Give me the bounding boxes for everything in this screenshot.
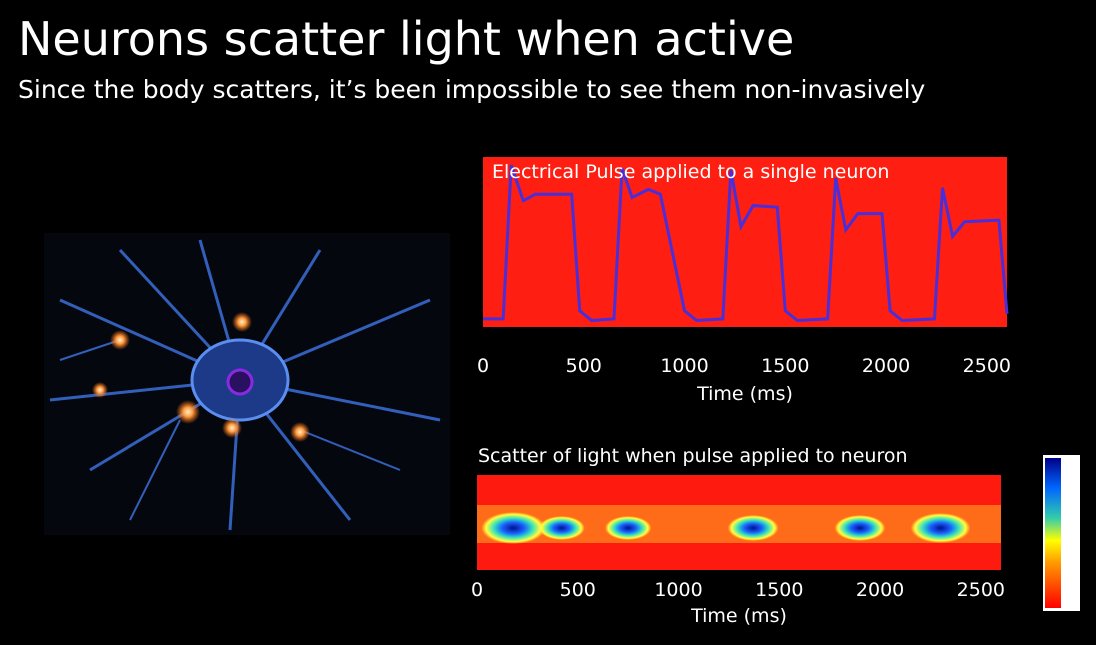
plot-area	[483, 157, 1007, 327]
x-tick-label: 0	[471, 579, 483, 601]
x-tick-label: 500	[566, 355, 602, 377]
chart-title: Electrical Pulse applied to a single neu…	[492, 161, 889, 183]
chart-title: Scatter of light when pulse applied to n…	[478, 445, 908, 467]
x-tick-label: 2500	[957, 579, 1005, 601]
x-tick-label: 500	[560, 579, 596, 601]
subtitle: Since the body scatters, it’s been impos…	[18, 75, 926, 104]
colorbar	[1045, 458, 1061, 608]
scatter-spot	[727, 515, 779, 541]
neuron-image	[44, 233, 450, 535]
x-tick-label: 1500	[761, 355, 809, 377]
pulse-line	[483, 164, 1009, 323]
x-axis-label: Time (ms)	[696, 383, 793, 405]
x-tick-label: 2000	[856, 579, 904, 601]
scatter-spot	[910, 513, 971, 543]
x-tick-label: 2000	[862, 355, 910, 377]
x-tick-label: 0	[477, 355, 489, 377]
scatter-spot	[538, 516, 585, 540]
x-tick-label: 1500	[755, 579, 803, 601]
scatter-spot	[604, 516, 652, 540]
x-tick-label: 1000	[654, 579, 702, 601]
x-axis-label: Time (ms)	[690, 605, 787, 627]
scatter-spot	[481, 512, 546, 544]
title: Neurons scatter light when active	[18, 12, 794, 66]
scatter-spot	[834, 515, 886, 541]
x-tick-label: 1000	[660, 355, 708, 377]
x-tick-label: 2500	[963, 355, 1011, 377]
